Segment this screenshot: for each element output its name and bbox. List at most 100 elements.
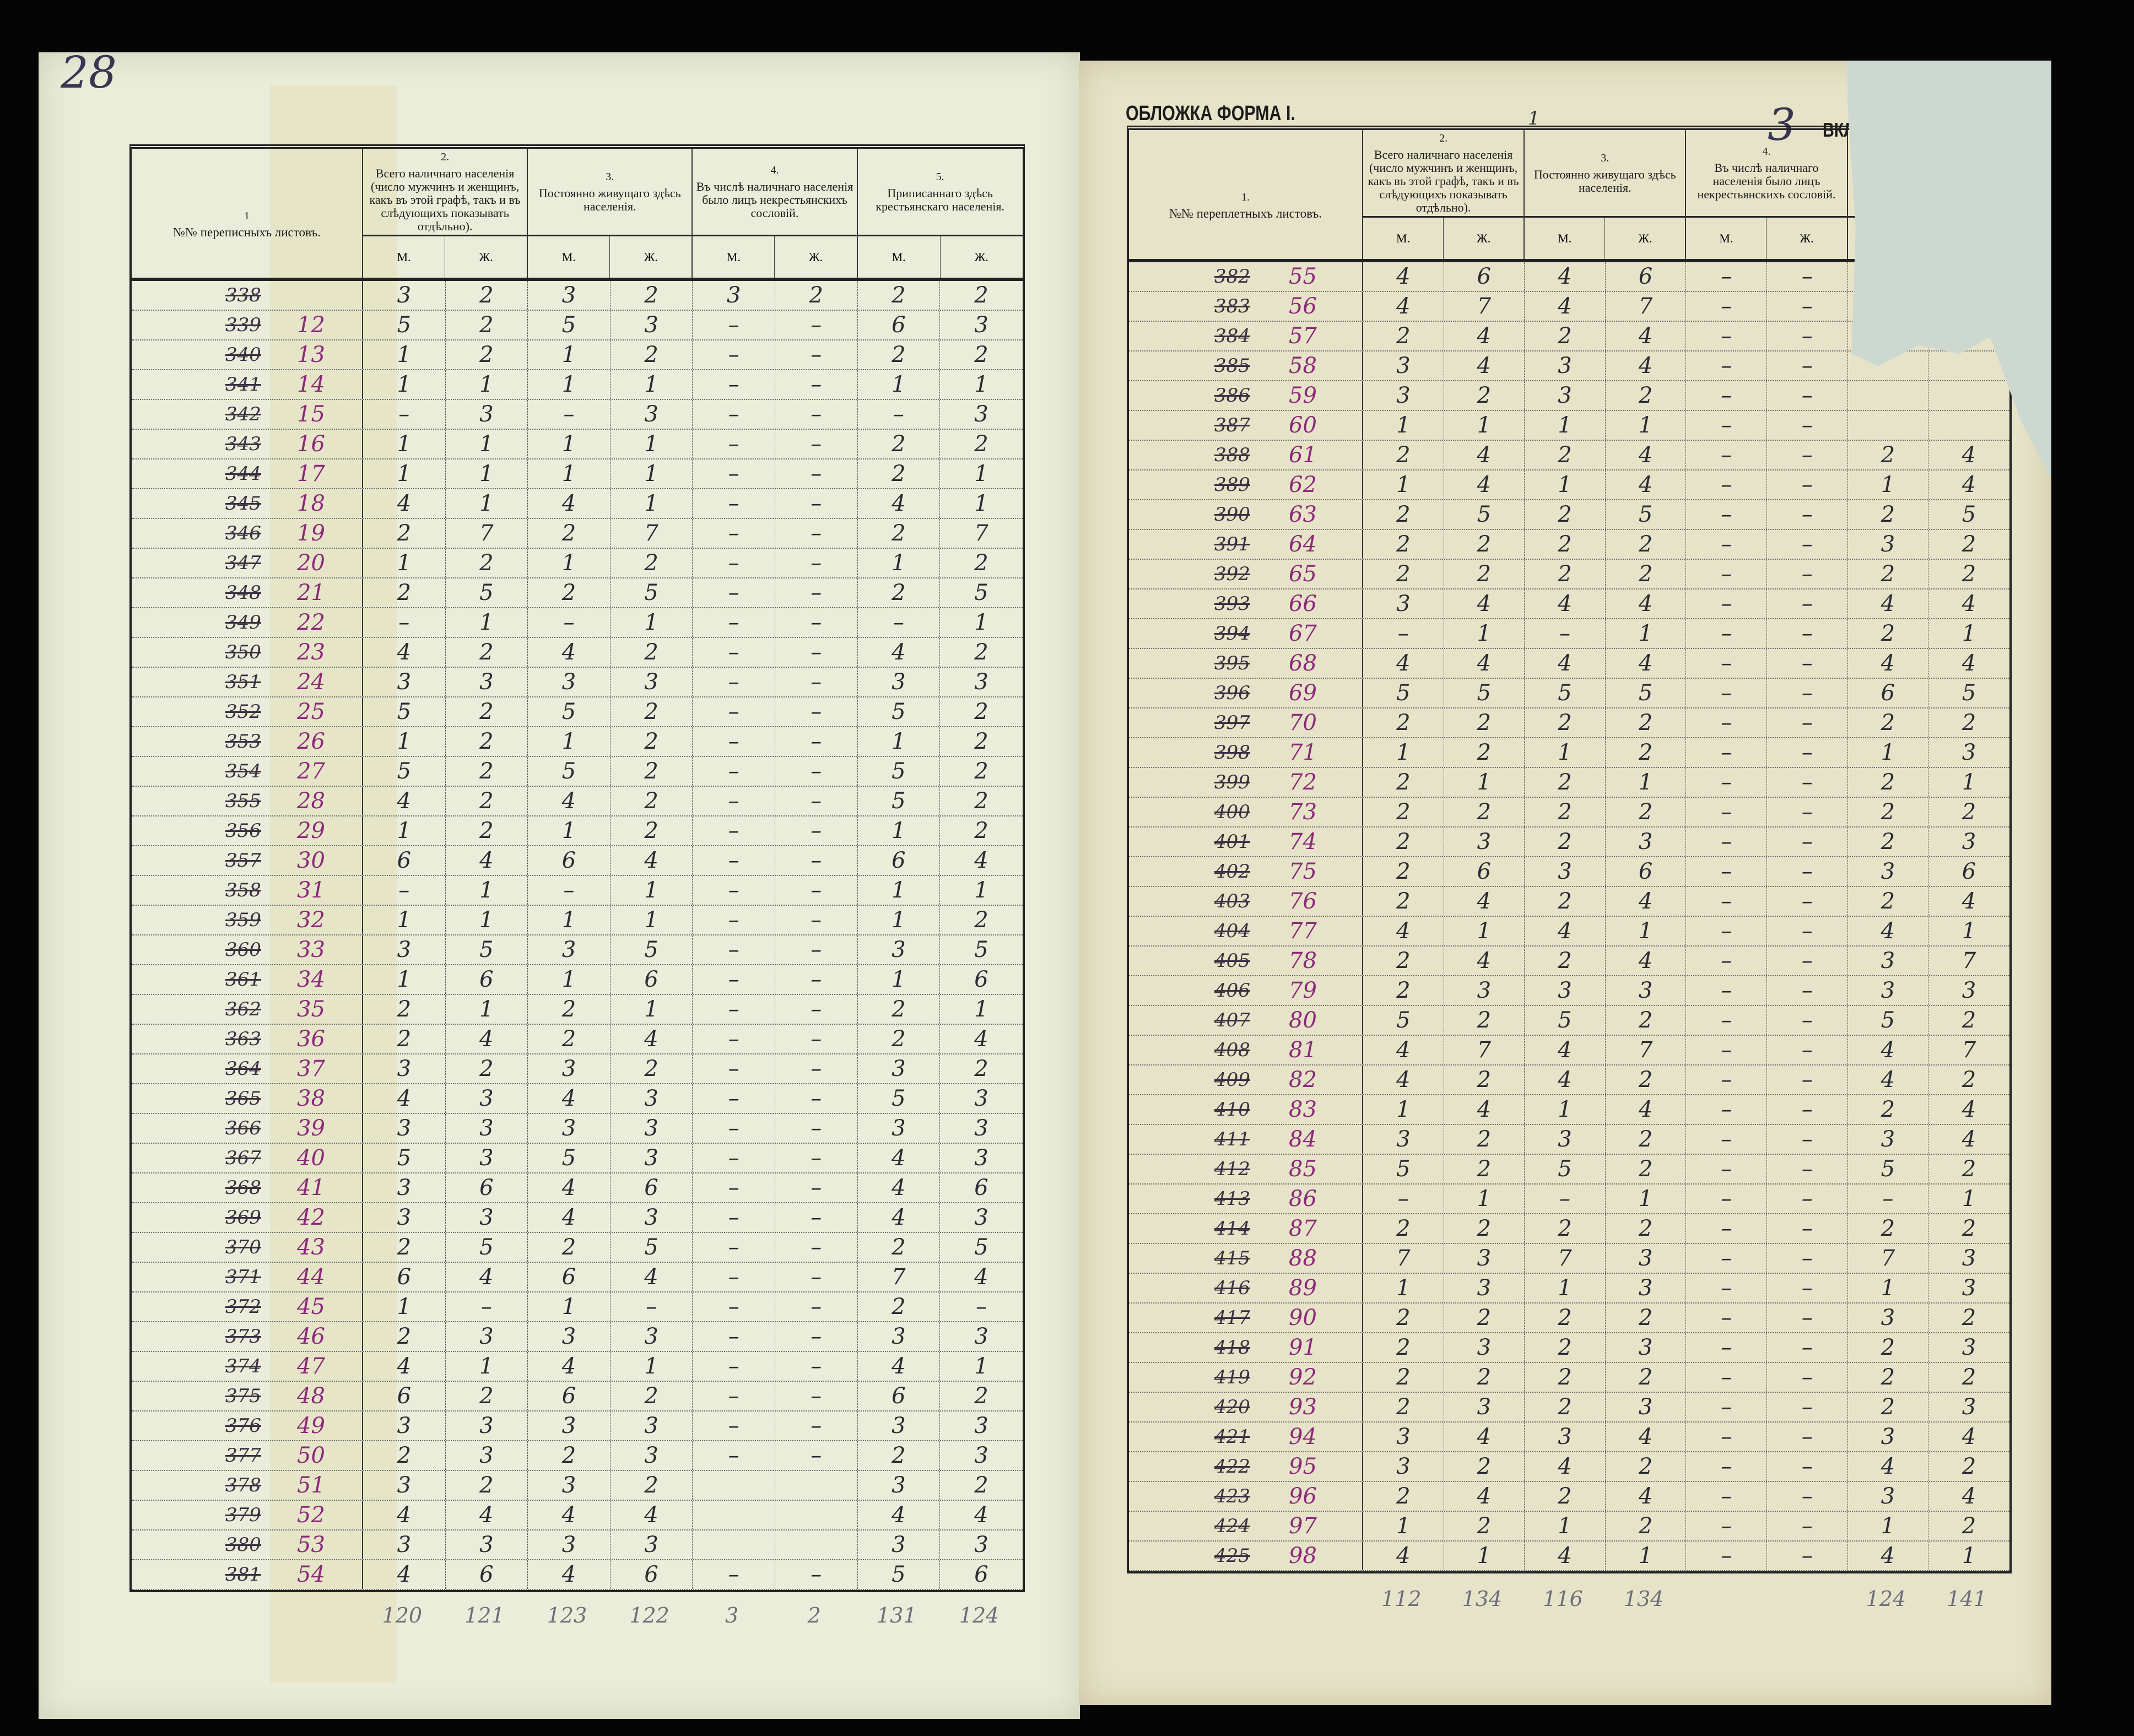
new-sheet-number: 35 — [297, 997, 325, 1022]
sheet-number-cell: 369 42 — [132, 1203, 363, 1232]
value-cell: 5 — [1363, 679, 1444, 707]
value-cell: 4 — [1848, 590, 1929, 618]
old-sheet-number: 342 — [225, 403, 261, 425]
value-cell: 2 — [363, 519, 446, 548]
value-cell: 5 — [1444, 679, 1525, 707]
sheet-number-cell: 416 89 — [1129, 1274, 1363, 1302]
value-cell: 1 — [446, 906, 528, 934]
value-cell: – — [1686, 1155, 1767, 1183]
value-cell: – — [1767, 798, 1848, 826]
value-cell: 3 — [446, 1531, 528, 1559]
value-cell: 1 — [1444, 768, 1525, 797]
column-title: Въ числѣ наличнаго населенія было лицъ н… — [696, 180, 853, 220]
table-row: 391 64 2 2 2 2– –3 2 — [1129, 530, 2009, 560]
value-cell: – — [1767, 1066, 1848, 1094]
value-cell: 3 — [446, 1144, 528, 1172]
table-row: 339 12 5 2 5 3– –6 3 — [132, 311, 1023, 340]
header-column-1: 1 №№ переписныхъ листовъ. — [132, 149, 363, 278]
new-sheet-number: 25 — [297, 699, 325, 724]
value-cell: 2 — [1962, 1067, 1976, 1093]
value-cell: 3 — [858, 935, 941, 964]
new-sheet-number: 88 — [1289, 1246, 1317, 1271]
new-sheet-number: 32 — [297, 907, 325, 933]
old-sheet-number: 395 — [1214, 652, 1250, 674]
table-row: 401 74 2 3 2 3– –2 3 — [1129, 828, 2009, 857]
value-cell: – — [1686, 1363, 1767, 1392]
column-title: Всего наличнаго населенія (число мужчинъ… — [369, 166, 521, 233]
value-cell: 2 — [446, 1054, 528, 1083]
value-cell: 6 — [1444, 262, 1525, 291]
value-cell: 2 — [1848, 1214, 1929, 1243]
value-cell: 1 — [1363, 1512, 1444, 1540]
new-sheet-number: 93 — [1289, 1394, 1317, 1420]
value-cell: – — [693, 876, 775, 905]
value-cell: 3 — [1962, 829, 1976, 855]
value-cell: 1 — [363, 816, 446, 845]
value-cell: 3 — [1848, 947, 1929, 975]
old-sheet-number: 399 — [1214, 771, 1250, 793]
value-cell: 2 — [1444, 798, 1525, 826]
value-cell: 1 — [1444, 917, 1525, 945]
value-cell: 4 — [528, 1173, 611, 1202]
header-cell: 4. Въ числѣ наличнаго населенія было лицъ… — [693, 149, 856, 235]
value-cell: 2 — [611, 340, 693, 369]
value-cell: 4 — [1525, 590, 1606, 618]
value-cell: – — [1686, 500, 1767, 529]
value-cell: – — [1767, 976, 1848, 1005]
old-sheet-number: 361 — [225, 969, 261, 991]
value-cell: – — [775, 1233, 858, 1262]
value-cell: 4 — [1525, 292, 1606, 321]
value-cell: – — [693, 1084, 775, 1113]
value-cell: 1 — [446, 430, 528, 458]
value-cell: 2 — [1525, 828, 1606, 856]
table-row: 420 93 2 3 2 3– –2 3 — [1129, 1393, 2009, 1423]
value-cell: 2 — [858, 1441, 941, 1470]
new-sheet-number: 12 — [297, 312, 325, 338]
value-cell: – — [1767, 530, 1848, 559]
value-cell: 2 — [363, 1322, 446, 1351]
value-cell: – — [693, 370, 775, 399]
value-cell: – — [693, 1054, 775, 1083]
table-row: 343 16 1 1 1 1– –2 2 — [132, 430, 1023, 459]
value-cell: 2 — [1606, 1066, 1687, 1094]
value-cell: 1 — [1363, 738, 1444, 767]
value-cell: 3 — [1363, 1452, 1444, 1481]
value-cell: 5 — [528, 1144, 611, 1172]
value-cell: – — [1767, 1185, 1848, 1213]
column-title: №№ переплетныхъ листовъ. — [1169, 207, 1322, 220]
value-cell: – — [1686, 1542, 1767, 1570]
value-cell: 3 — [363, 1411, 446, 1440]
sheet-number-cell: 386 59 — [1129, 381, 1363, 410]
value-cell: 2 — [858, 1233, 941, 1262]
new-sheet-number: 83 — [1289, 1097, 1317, 1122]
value-cell: 5 — [858, 787, 941, 815]
column-total: 2 — [807, 1603, 821, 1627]
value-cell: – — [693, 519, 775, 548]
value-cell: 3 — [974, 1532, 988, 1557]
sheet-number-cell: 367 40 — [132, 1144, 363, 1172]
value-cell: 1 — [528, 430, 611, 458]
value-cell: 5 — [446, 935, 528, 964]
column-total: 123 — [547, 1603, 587, 1627]
value-cell: 2 — [1606, 1452, 1687, 1481]
value-cell: – — [775, 1263, 858, 1291]
value-cell: 3 — [1848, 530, 1929, 559]
value-cell: 3 — [1363, 381, 1444, 410]
value-cell: 3 — [974, 402, 988, 427]
sheet-number-cell: 366 39 — [132, 1114, 363, 1143]
value-cell: 1 — [1363, 1095, 1444, 1124]
column-title: Постоянно живущаго здѣсь населенія. — [1533, 167, 1676, 194]
value-cell: 2 — [1444, 1006, 1525, 1035]
value-cell: 2 — [858, 578, 941, 607]
value-cell: 2 — [363, 995, 446, 1024]
value-cell: 3 — [611, 1411, 693, 1440]
value-cell: – — [775, 400, 858, 429]
new-sheet-number: 27 — [297, 759, 325, 784]
value-cell: 2 — [858, 1292, 941, 1321]
value-cell: 4 — [1525, 649, 1606, 678]
old-sheet-number: 384 — [1214, 325, 1250, 347]
value-cell: 5 — [528, 697, 611, 726]
sheet-number-cell: 368 41 — [132, 1173, 363, 1202]
value-cell: 2 — [1848, 500, 1929, 529]
value-cell: 2 — [974, 550, 988, 576]
